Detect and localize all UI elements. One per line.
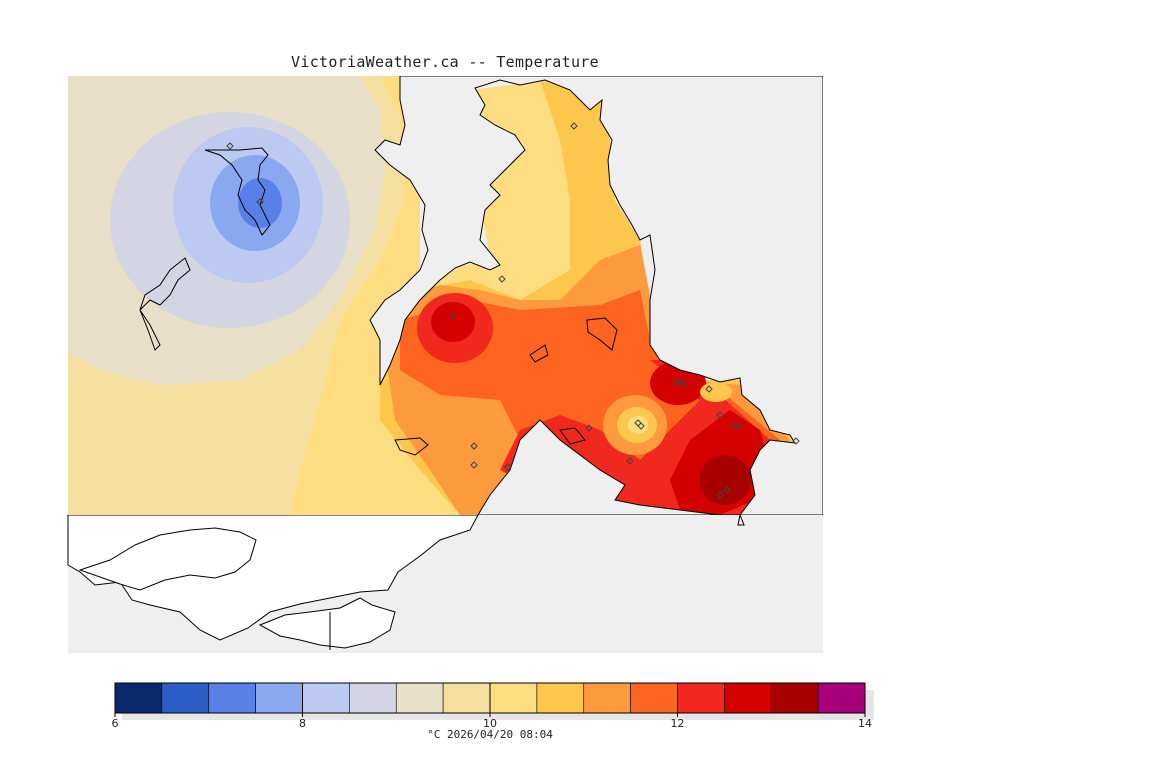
timestamp-caption: °C 2026/04/20 08:04 bbox=[427, 728, 553, 741]
legend-swatch bbox=[770, 682, 819, 714]
station-markers bbox=[226, 122, 800, 499]
station-marker bbox=[792, 437, 800, 445]
legend-tick-label: 14 bbox=[858, 717, 872, 730]
legend-swatch bbox=[724, 682, 772, 714]
legend-swatch bbox=[583, 682, 631, 714]
legend-swatch bbox=[536, 682, 585, 714]
legend-swatch bbox=[114, 682, 163, 714]
legend-swatch bbox=[349, 682, 397, 714]
legend-tick-label: 6 bbox=[112, 717, 119, 730]
station-marker bbox=[585, 424, 593, 432]
station-marker bbox=[504, 463, 512, 471]
station-marker bbox=[705, 385, 713, 393]
legend-swatch bbox=[630, 682, 678, 714]
station-marker bbox=[470, 461, 478, 469]
station-marker bbox=[716, 411, 724, 419]
station-marker bbox=[498, 275, 506, 283]
legend-swatch bbox=[302, 682, 350, 714]
legend-swatch bbox=[161, 682, 210, 714]
map-land-south-2 bbox=[78, 527, 257, 591]
coastlines bbox=[139, 147, 745, 526]
legend-swatch bbox=[817, 682, 866, 714]
station-marker bbox=[735, 422, 743, 430]
station-marker bbox=[226, 142, 234, 150]
legend-swatch bbox=[489, 682, 538, 714]
station-marker bbox=[716, 491, 724, 499]
station-marker bbox=[723, 486, 731, 494]
legend-tick-label: 8 bbox=[299, 717, 306, 730]
legend-swatch bbox=[442, 682, 491, 714]
legend-tick-label: 12 bbox=[671, 717, 685, 730]
station-marker bbox=[626, 457, 634, 465]
legend-swatch bbox=[677, 682, 725, 714]
station-marker bbox=[675, 377, 683, 385]
map-title: VictoriaWeather.ca -- Temperature bbox=[291, 53, 599, 71]
station-marker bbox=[470, 442, 478, 450]
station-marker bbox=[681, 380, 689, 388]
station-marker bbox=[672, 379, 680, 387]
station-marker bbox=[256, 198, 264, 206]
station-marker bbox=[570, 122, 578, 130]
map-land-south-3 bbox=[258, 597, 396, 649]
legend-swatch bbox=[255, 682, 303, 714]
station-marker bbox=[730, 421, 738, 429]
inlet-water bbox=[369, 76, 823, 515]
legend-swatch bbox=[395, 682, 444, 714]
station-marker bbox=[637, 422, 645, 430]
legend-tick-label: 10 bbox=[483, 717, 497, 730]
station-marker bbox=[448, 312, 456, 320]
legend-swatch bbox=[208, 682, 256, 714]
contour-layers bbox=[68, 76, 823, 515]
